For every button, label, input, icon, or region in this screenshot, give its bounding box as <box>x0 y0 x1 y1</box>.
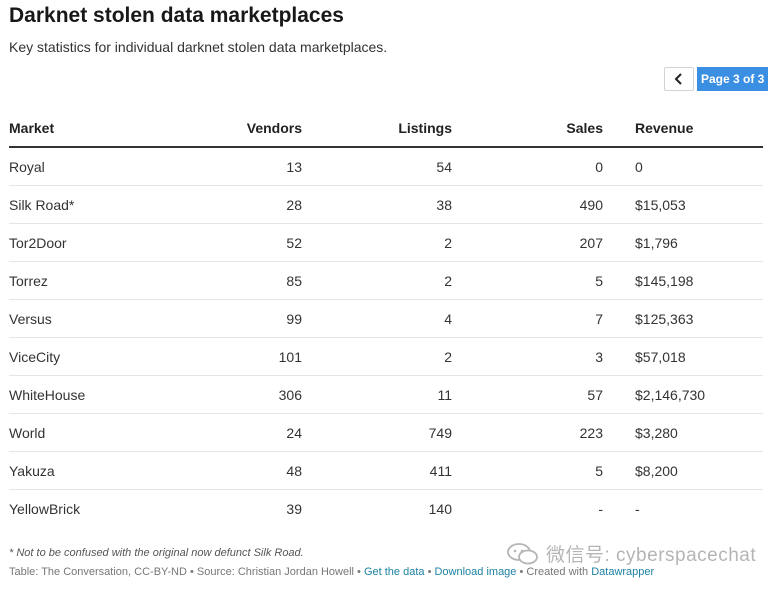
source-line: Table: The Conversation, CC-BY-ND • Sour… <box>9 566 654 578</box>
cell-market: Tor2Door <box>9 223 189 262</box>
table-row: Torrez 85 2 5 $145,198 <box>9 261 763 300</box>
cell-vendors: 52 <box>189 223 302 262</box>
cell-listings: 38 <box>302 185 452 224</box>
cell-listings: 4 <box>302 299 452 338</box>
cell-listings: 2 <box>302 261 452 300</box>
cell-sales: 0 <box>452 147 603 186</box>
cell-market: WhiteHouse <box>9 375 189 414</box>
cell-market: World <box>9 413 189 452</box>
cell-market: Versus <box>9 299 189 338</box>
cell-sales: 223 <box>452 413 603 452</box>
table-row: World 24 749 223 $3,280 <box>9 413 763 452</box>
datawrapper-link[interactable]: Datawrapper <box>591 566 655 578</box>
get-the-data-link[interactable]: Get the data <box>363 566 425 578</box>
cell-vendors: 85 <box>189 261 302 300</box>
column-header-sales[interactable]: Sales <box>452 110 603 148</box>
table-body: Royal 13 54 0 0 Silk Road* 28 38 490 $15,053 Tor2D… <box>9 147 763 527</box>
pagination: Page 3 of 3 <box>664 67 769 91</box>
cell-vendors: 24 <box>189 413 302 452</box>
cell-market: Yakuza <box>9 451 189 490</box>
data-table: Market Vendors Listings Sales Revenue Ro… <box>9 110 763 527</box>
wechat-icon <box>507 542 538 564</box>
cell-revenue: 0 <box>603 147 763 186</box>
cell-market: Torrez <box>9 261 189 300</box>
cell-sales: - <box>598 500 603 517</box>
column-header-vendors[interactable]: Vendors <box>189 110 302 148</box>
cell-market: ViceCity <box>9 337 189 376</box>
cell-revenue: $57,018 <box>603 337 763 376</box>
table-row: Silk Road* 28 38 490 $15,053 <box>9 185 763 224</box>
cell-vendors: 99 <box>189 299 302 338</box>
cell-listings: 2 <box>302 337 452 376</box>
source-separator: • <box>424 566 435 578</box>
cell-listings: 749 <box>302 413 452 452</box>
cell-revenue: $15,053 <box>603 185 763 224</box>
cell-vendors: 306 <box>189 375 302 414</box>
table-row: YellowBrick 39 140 - - <box>9 490 763 528</box>
download-image-link[interactable]: Download image <box>434 566 517 578</box>
column-header-listings[interactable]: Listings <box>302 110 452 148</box>
cell-vendors: 48 <box>189 451 302 490</box>
cell-listings: 2 <box>302 223 452 262</box>
source-text: Table: The Conversation, CC-BY-ND • Sour… <box>9 566 364 578</box>
chevron-left-icon <box>674 73 682 85</box>
cell-sales: 57 <box>452 375 603 414</box>
cell-market: Royal <box>9 147 189 186</box>
cell-sales: 490 <box>452 185 603 224</box>
table-row: Tor2Door 52 2 207 $1,796 <box>9 223 763 262</box>
table-header-row: Market Vendors Listings Sales Revenue <box>9 110 763 148</box>
cell-vendors: 39 <box>286 500 302 517</box>
cell-sales: 5 <box>452 261 603 300</box>
cell-revenue: $1,796 <box>603 223 763 262</box>
cell-vendors: 28 <box>189 185 302 224</box>
cell-sales: 7 <box>452 299 603 338</box>
cell-revenue: $8,200 <box>603 451 763 490</box>
cell-sales: 207 <box>452 223 603 262</box>
cell-listings: 411 <box>302 451 452 490</box>
cell-market: YellowBrick <box>9 500 81 517</box>
column-header-market[interactable]: Market <box>9 110 189 148</box>
chart-subtitle: Key statistics for individual darknet st… <box>9 39 388 55</box>
cell-vendors: 101 <box>189 337 302 376</box>
table-row: ViceCity 101 2 3 $57,018 <box>9 337 763 376</box>
cell-revenue: - <box>635 500 640 517</box>
cell-vendors: 13 <box>189 147 302 186</box>
footnote: * Not to be confused with the original n… <box>9 547 304 559</box>
table-row: Yakuza 48 411 5 $8,200 <box>9 451 763 490</box>
chart-title: Darknet stolen data marketplaces <box>9 4 344 27</box>
cell-sales: 3 <box>452 337 603 376</box>
watermark: 微信号: cyberspacechat <box>506 540 756 567</box>
cell-sales: 5 <box>452 451 603 490</box>
created-with-text: • Created with <box>516 566 592 578</box>
cell-revenue: $2,146,730 <box>603 375 763 414</box>
cell-listings: 140 <box>428 500 452 517</box>
cell-listings: 11 <box>302 375 452 414</box>
cell-market: Silk Road* <box>9 185 189 224</box>
cell-revenue: $125,363 <box>603 299 763 338</box>
cell-revenue: $145,198 <box>603 261 763 300</box>
cell-revenue: $3,280 <box>603 413 763 452</box>
column-header-revenue[interactable]: Revenue <box>603 110 763 148</box>
watermark-text: 微信号: cyberspacechat <box>546 545 757 566</box>
previous-page-button[interactable] <box>664 67 694 91</box>
table-row: Versus 99 4 7 $125,363 <box>9 299 763 338</box>
table-row: Royal 13 54 0 0 <box>9 147 763 186</box>
table-row: WhiteHouse 306 11 57 $2,146,730 <box>9 375 763 414</box>
cell-listings: 54 <box>302 147 452 186</box>
page-indicator: Page 3 of 3 <box>697 67 769 91</box>
